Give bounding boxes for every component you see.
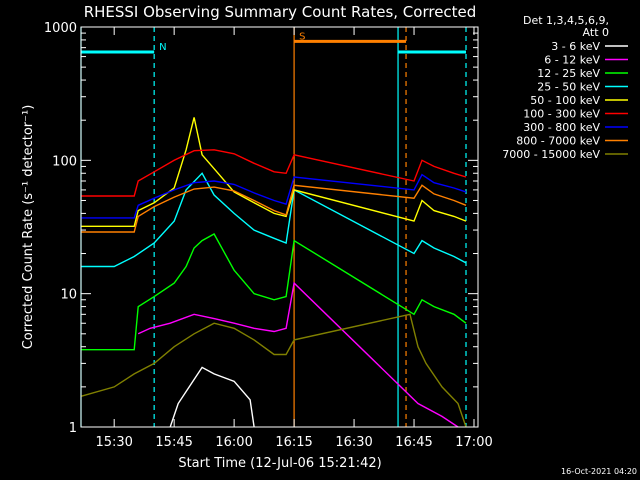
series-line-2 <box>137 281 459 428</box>
x-tick-label-4: 16:15 <box>275 435 312 450</box>
chart-title: RHESSI Observing Summary Count Rates, Co… <box>84 3 477 21</box>
series-line-5 <box>81 117 467 227</box>
legend-label-5: 50 - 100 keV <box>530 94 600 107</box>
y-axis-label: Corrected Count Rate (s⁻¹ detector⁻¹) <box>21 105 36 350</box>
x-tick-label-3: 16:00 <box>215 435 252 450</box>
series-line-8 <box>81 184 467 233</box>
y-tick-label-4: 1000 <box>44 21 77 36</box>
plot-area: NS <box>80 27 467 428</box>
plot-timestamp: 16-Oct-2021 04:20 <box>561 467 637 476</box>
y-tick-label-1: 1 <box>69 421 77 436</box>
series-line-9 <box>80 313 467 428</box>
x-tick-label-1: 15:30 <box>95 435 132 450</box>
legend-label-6: 100 - 300 keV <box>523 108 600 121</box>
legend-label-1: 3 - 6 keV <box>551 40 600 53</box>
legend-header-2: Att 0 <box>583 26 609 39</box>
series-line-1 <box>169 366 255 428</box>
observing-flag-label-2: N <box>159 42 166 53</box>
legend-label-4: 25 - 50 keV <box>537 81 600 94</box>
x-tick-label-7: 17:00 <box>455 435 492 450</box>
legend-label-2: 6 - 12 keV <box>544 54 600 67</box>
legend-label-8: 800 - 7000 keV <box>516 135 600 148</box>
x-axis-label: Start Time (12-Jul-06 15:21:42) <box>178 456 381 471</box>
observing-flag-label-4: S <box>299 31 305 42</box>
x-tick-label-6: 16:45 <box>395 435 432 450</box>
series-line-3 <box>81 233 467 351</box>
legend-label-7: 300 - 800 keV <box>523 121 600 134</box>
series-line-4 <box>81 172 467 268</box>
axes: 15:30 15:45 16:00 16:15 16:30 16:45 17:00 1 10 10… <box>44 21 493 450</box>
x-tick-label-5: 16:30 <box>335 435 372 450</box>
series-line-6 <box>81 149 467 197</box>
y-tick-label-2: 10 <box>60 288 77 303</box>
x-tick-label-2: 15:45 <box>155 435 192 450</box>
plot-frame <box>80 26 479 428</box>
y-tick-label-3: 100 <box>52 154 77 169</box>
series-line-7 <box>81 173 467 219</box>
legend-label-9: 7000 - 15000 keV <box>502 148 600 161</box>
legend-header-1: Det 1,3,4,5,6,9, <box>523 14 609 27</box>
legend-label-3: 12 - 25 keV <box>537 67 600 80</box>
